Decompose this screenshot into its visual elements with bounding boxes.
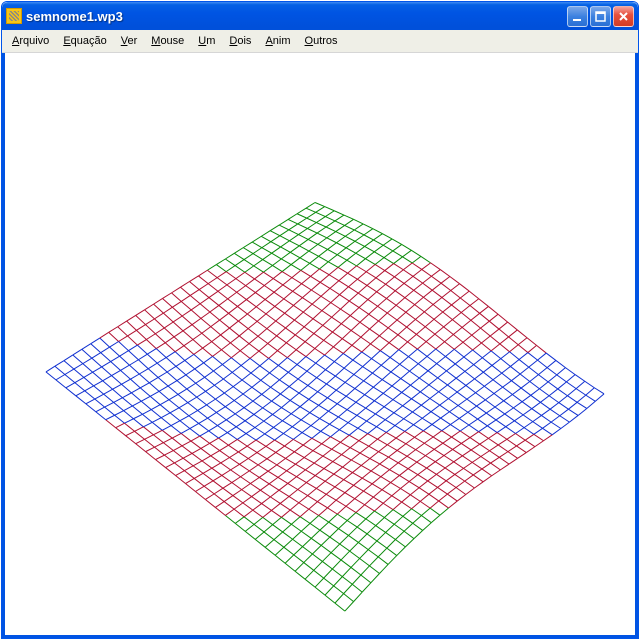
maximize-button[interactable]: [590, 6, 611, 27]
menu-anim[interactable]: Anim: [259, 33, 296, 49]
menu-mouse[interactable]: Mouse: [145, 33, 190, 49]
menu-ver[interactable]: Ver: [115, 33, 144, 49]
app-icon: [6, 8, 22, 24]
window-title: semnome1.wp3: [26, 9, 567, 24]
minimize-icon: [571, 10, 584, 23]
wireframe-plot: [5, 53, 635, 635]
app-window: semnome1.wp3 ArquivoEquaçãoVerMouseUmDoi…: [1, 1, 639, 639]
minimize-button[interactable]: [567, 6, 588, 27]
menu-equação[interactable]: Equação: [57, 33, 112, 49]
close-button[interactable]: [613, 6, 634, 27]
menu-dois[interactable]: Dois: [223, 33, 257, 49]
menu-um[interactable]: Um: [192, 33, 221, 49]
menu-outros[interactable]: Outros: [299, 33, 344, 49]
menu-arquivo[interactable]: Arquivo: [6, 33, 55, 49]
maximize-icon: [594, 10, 607, 23]
window-buttons: [567, 6, 634, 27]
menubar: ArquivoEquaçãoVerMouseUmDoisAnimOutros: [2, 30, 638, 53]
titlebar[interactable]: semnome1.wp3: [2, 2, 638, 30]
close-icon: [617, 10, 630, 23]
plot-canvas[interactable]: [2, 53, 638, 638]
